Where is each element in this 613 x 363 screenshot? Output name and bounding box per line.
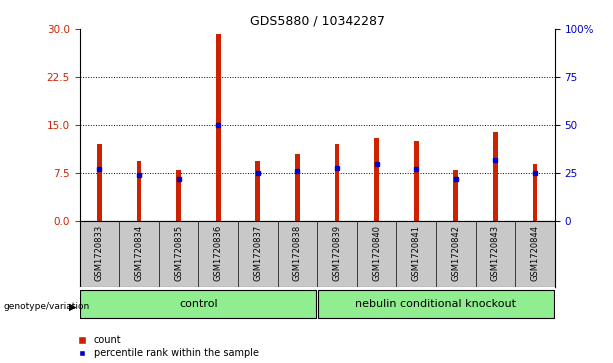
Bar [414, 141, 419, 221]
Text: GSM1720835: GSM1720835 [174, 225, 183, 281]
Bar [533, 164, 538, 221]
Text: GSM1720844: GSM1720844 [530, 225, 539, 281]
Text: GSM1720833: GSM1720833 [95, 225, 104, 281]
Text: control: control [179, 299, 218, 309]
Text: GSM1720836: GSM1720836 [214, 225, 223, 281]
Text: GSM1720837: GSM1720837 [253, 225, 262, 281]
Text: GSM1720842: GSM1720842 [451, 225, 460, 281]
Bar [137, 160, 142, 221]
Bar [454, 170, 458, 221]
Text: ▶: ▶ [69, 302, 77, 312]
Legend: count, percentile rank within the sample: count, percentile rank within the sample [78, 335, 259, 358]
Bar [335, 144, 340, 221]
Text: GSM1720839: GSM1720839 [332, 225, 341, 281]
Bar [493, 132, 498, 221]
Bar [295, 154, 300, 221]
Text: genotype/variation: genotype/variation [3, 302, 89, 311]
Text: GSM1720838: GSM1720838 [293, 225, 302, 281]
Title: GDS5880 / 10342287: GDS5880 / 10342287 [249, 15, 385, 28]
Bar [97, 144, 102, 221]
Text: nebulin conditional knockout: nebulin conditional knockout [356, 299, 517, 309]
Bar [80, 290, 316, 318]
Text: GSM1720841: GSM1720841 [412, 225, 421, 281]
Text: GSM1720843: GSM1720843 [491, 225, 500, 281]
Text: GSM1720834: GSM1720834 [135, 225, 143, 281]
Bar [177, 170, 181, 221]
Bar [256, 160, 261, 221]
Bar [318, 290, 554, 318]
Bar [216, 33, 221, 221]
Text: GSM1720840: GSM1720840 [372, 225, 381, 281]
Bar [374, 138, 379, 221]
